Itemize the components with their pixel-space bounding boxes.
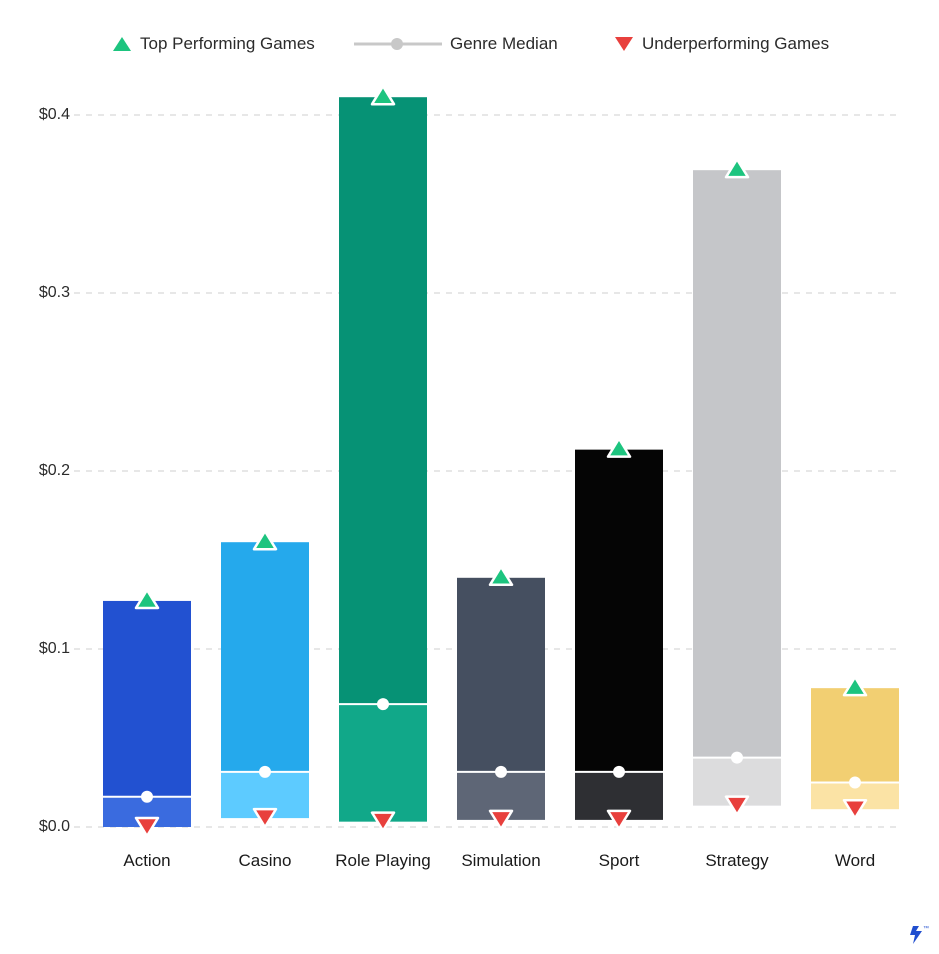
category-label: Action xyxy=(123,851,170,870)
legend-label-median: Genre Median xyxy=(450,34,558,53)
triangle-down-icon xyxy=(615,37,633,51)
toptal-logo-icon: ™ xyxy=(910,925,929,944)
underperforming-point xyxy=(842,798,868,820)
top-performing-point xyxy=(134,588,160,610)
legend-label-under: Underperforming Games xyxy=(642,34,830,53)
legend-item-top: Top Performing Games xyxy=(112,30,315,58)
legend-item-under: Underperforming Games xyxy=(614,30,829,58)
legend-item-median: Genre Median xyxy=(354,30,558,58)
y-tick-label: $0.1 xyxy=(39,640,70,657)
underperforming-point xyxy=(488,809,514,831)
triangle-up-icon xyxy=(113,37,131,51)
y-axis-ticks: $0.0 $0.1 $0.2 $0.3 $0.4 xyxy=(39,106,70,835)
category-label: Role Playing xyxy=(335,851,430,870)
x-axis-categories: Action Casino Role Playing Simulation Sport S… xyxy=(123,851,875,870)
median-point xyxy=(495,765,507,778)
median-point xyxy=(377,698,389,711)
top-performing-point xyxy=(370,84,396,106)
bar-upper-segment xyxy=(811,688,899,783)
underperforming-point xyxy=(134,816,160,838)
underperforming-point xyxy=(252,807,278,829)
bar-upper-segment xyxy=(457,577,545,772)
top-performing-point xyxy=(724,157,750,179)
top-performing-point xyxy=(606,437,632,458)
median-point xyxy=(731,751,743,764)
top-performing-point xyxy=(488,565,514,587)
category-label: Word xyxy=(835,851,875,870)
bar-upper-segment xyxy=(103,600,191,797)
underperforming-point xyxy=(606,809,632,831)
svg-text:™: ™ xyxy=(923,925,929,932)
category-label: Strategy xyxy=(705,851,769,870)
line-dot-icon xyxy=(354,38,442,50)
underperforming-point xyxy=(724,795,750,816)
bar-upper-segment xyxy=(693,170,781,758)
y-tick-label: $0.0 xyxy=(39,818,70,835)
bar-upper-segment xyxy=(221,542,309,772)
underperforming-point xyxy=(370,811,396,832)
median-point xyxy=(849,776,861,789)
top-performing-point xyxy=(252,529,278,551)
top-performing-point xyxy=(842,675,868,697)
y-tick-label: $0.4 xyxy=(39,106,70,123)
category-label: Simulation xyxy=(461,851,540,870)
median-point xyxy=(613,765,625,778)
y-tick-label: $0.2 xyxy=(39,462,70,479)
y-tick-label: $0.3 xyxy=(39,284,70,301)
chart-legend: Top Performing Games Genre Median Underp… xyxy=(0,30,939,58)
bar-upper-segment xyxy=(575,449,663,772)
category-label: Casino xyxy=(239,851,292,870)
median-point xyxy=(259,765,271,778)
bar-lower-segment xyxy=(339,704,427,822)
median-point xyxy=(141,790,153,803)
legend-label-top: Top Performing Games xyxy=(140,34,315,53)
bar-upper-segment xyxy=(339,97,427,705)
bars-group xyxy=(103,84,899,838)
category-label: Sport xyxy=(599,851,640,870)
